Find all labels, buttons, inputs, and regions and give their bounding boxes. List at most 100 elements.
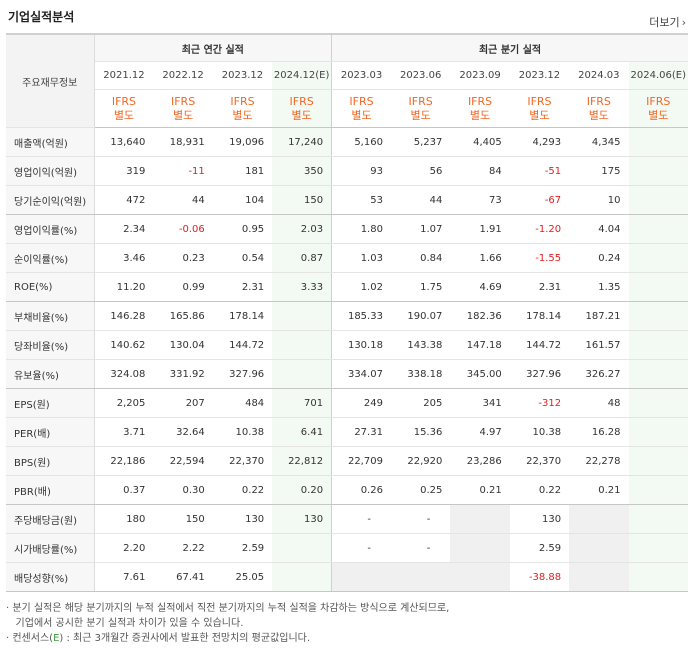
table-cell: 6.41 — [272, 417, 332, 447]
row-label[interactable]: ROE(%) — [6, 272, 95, 302]
table-cell: 1.02 — [331, 272, 391, 302]
table-cell: 3.33 — [272, 272, 332, 302]
table-cell: 5,237 — [390, 127, 451, 157]
period-header[interactable]: 2023.03 — [331, 61, 391, 90]
table-cell: 1.07 — [390, 214, 451, 244]
table-cell: 178.14 — [509, 301, 570, 331]
table-cell: 4.69 — [450, 272, 510, 302]
table-row: 주당배당금(원) 180 150 130 130- -130 — [6, 504, 688, 534]
period-header[interactable]: 2023.06 — [390, 61, 451, 90]
table-cell — [272, 533, 332, 563]
row-label[interactable]: PBR(배) — [6, 475, 95, 505]
table-cell: -1.20 — [509, 214, 570, 244]
table-cell: 22,186 — [94, 446, 154, 476]
table-cell: - — [390, 533, 451, 563]
ifrs-label: IFRS 별도 — [390, 89, 451, 128]
row-label[interactable]: 순이익률(%) — [6, 243, 95, 273]
table-cell: 2,205 — [94, 388, 154, 418]
table-cell — [450, 562, 510, 592]
row-label[interactable]: 유보율(%) — [6, 359, 95, 389]
period-header[interactable]: 2023.12 — [212, 61, 273, 90]
table-cell: 0.87 — [272, 243, 332, 273]
table-cell: 249 — [331, 388, 391, 418]
table-cell — [272, 562, 332, 592]
table-cell: 7.61 — [94, 562, 154, 592]
more-link[interactable]: 더보기 › — [649, 14, 686, 30]
footnote-quarterly-cont: 기업에서 공시한 분기 실적과 차이가 있을 수 있습니다. — [12, 618, 244, 629]
row-label[interactable]: BPS(원) — [6, 446, 95, 476]
table-cell: 11.20 — [94, 272, 154, 302]
table-cell — [628, 127, 688, 157]
table-cell: 19,096 — [212, 127, 273, 157]
period-header[interactable]: 2023.12 — [509, 61, 570, 90]
row-label[interactable]: 시가배당률(%) — [6, 533, 95, 563]
table-cell — [628, 417, 688, 447]
table-cell: 104 — [212, 185, 273, 215]
table-cell: 23,286 — [450, 446, 510, 476]
table-cell — [272, 359, 332, 389]
quarter-group-header: 최근 분기 실적 — [331, 33, 688, 62]
table-cell: -1.55 — [509, 243, 570, 273]
table-cell: 22,278 — [569, 446, 629, 476]
footnotes: · 분기 실적은 해당 분기까지의 누적 실적에서 직전 분기까지의 누적 실적… — [6, 601, 449, 646]
table-cell: 44 — [153, 185, 213, 215]
table-cell: 84 — [450, 156, 510, 186]
period-header[interactable]: 2021.12 — [94, 61, 154, 90]
row-label[interactable]: 영업이익률(%) — [6, 214, 95, 244]
row-label[interactable]: 매출액(억원) — [6, 127, 95, 157]
period-header[interactable]: 2024.12(E) — [272, 61, 332, 90]
table-cell: 185.33 — [331, 301, 391, 331]
row-label[interactable]: 배당성향(%) — [6, 562, 95, 592]
table-row: PBR(배) 0.37 0.30 0.22 0.20 0.26 0.25 0.21 0.22 0.… — [6, 475, 688, 505]
footnote-consensus: · 컨센서스(E) : 최근 3개월간 증권사에서 발표한 전망치의 평균값입니… — [6, 633, 311, 644]
table-cell: 4,405 — [450, 127, 510, 157]
table-cell: 331.92 — [153, 359, 213, 389]
ifrs-label: IFRS 별도 — [272, 89, 332, 128]
ifrs-label: IFRS 별도 — [628, 89, 688, 128]
table-cell: 2.20 — [94, 533, 154, 563]
table-cell: 27.31 — [331, 417, 391, 447]
row-label[interactable]: 부채비율(%) — [6, 301, 95, 331]
table-cell — [628, 301, 688, 331]
table-cell: 175 — [569, 156, 629, 186]
table-cell: 130 — [212, 504, 273, 534]
table-cell — [628, 243, 688, 273]
row-label[interactable]: 영업이익(억원) — [6, 156, 95, 186]
table-cell: 0.21 — [450, 475, 510, 505]
period-header[interactable]: 2022.12 — [153, 61, 213, 90]
table-cell: 22,812 — [272, 446, 332, 476]
table-cell — [272, 330, 332, 360]
chevron-right-icon: › — [681, 16, 686, 29]
table-cell — [628, 504, 688, 534]
row-label[interactable]: 당좌비율(%) — [6, 330, 95, 360]
table-cell: 165.86 — [153, 301, 213, 331]
table-cell: 2.22 — [153, 533, 213, 563]
table-cell: 2.59 — [509, 533, 570, 563]
table-row: 당좌비율(%) 140.62 130.04 144.72 130.18 143.38 147… — [6, 330, 688, 360]
period-header[interactable]: 2023.09 — [450, 61, 510, 90]
row-label[interactable]: EPS(원) — [6, 388, 95, 418]
table-cell: 22,370 — [212, 446, 273, 476]
table-cell: 3.71 — [94, 417, 154, 447]
table-cell: 2.31 — [509, 272, 570, 302]
table-cell: -0.06 — [153, 214, 213, 244]
table-cell: 484 — [212, 388, 273, 418]
table-cell: 13,640 — [94, 127, 154, 157]
table-cell: 345.00 — [450, 359, 510, 389]
table-cell: 10.38 — [509, 417, 570, 447]
table-cell: 22,370 — [509, 446, 570, 476]
table-cell: 178.14 — [212, 301, 273, 331]
table-cell: 207 — [153, 388, 213, 418]
table-cell: - — [331, 504, 391, 534]
row-label[interactable]: 주당배당금(원) — [6, 504, 95, 534]
period-header[interactable]: 2024.06(E) — [628, 61, 688, 90]
table-cell — [331, 562, 391, 592]
period-header[interactable]: 2024.03 — [569, 61, 629, 90]
table-cell — [569, 504, 629, 534]
row-label[interactable]: PER(배) — [6, 417, 95, 447]
table-row: 시가배당률(%) 2.20 2.22 2.59- -2.59 — [6, 533, 688, 563]
row-label[interactable]: 당기순이익(억원) — [6, 185, 95, 215]
table-cell: 10.38 — [212, 417, 273, 447]
table-cell — [272, 301, 332, 331]
ifrs-label: IFRS 별도 — [450, 89, 510, 128]
